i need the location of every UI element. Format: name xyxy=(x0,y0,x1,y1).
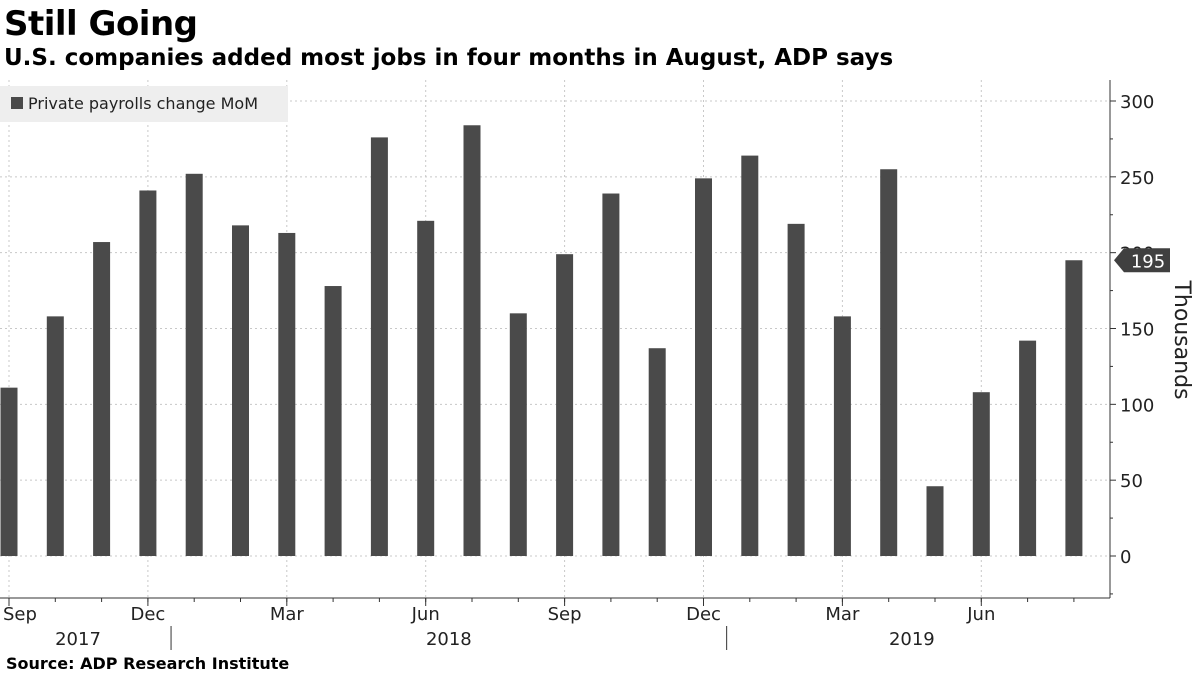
bar xyxy=(926,486,944,556)
x-tick-label: Mar xyxy=(270,604,305,625)
bar xyxy=(46,316,64,556)
year-label: 2019 xyxy=(889,629,935,650)
bar xyxy=(1019,340,1037,556)
chart-title: Still Going xyxy=(4,4,198,44)
legend-box xyxy=(0,86,288,122)
bar xyxy=(232,225,249,556)
bar xyxy=(1065,260,1083,556)
bar xyxy=(787,223,805,556)
year-label: 2018 xyxy=(426,629,472,650)
bar xyxy=(185,173,203,557)
bar xyxy=(417,220,435,557)
x-tick-label: Sep xyxy=(3,604,37,625)
y-tick-label: 250 xyxy=(1120,168,1154,189)
bar xyxy=(648,348,666,556)
bar xyxy=(93,242,111,557)
bar xyxy=(556,254,574,556)
bar xyxy=(880,169,898,556)
legend-swatch xyxy=(11,97,23,109)
bar xyxy=(278,232,296,556)
x-tick-label: Jun xyxy=(411,604,440,625)
bar xyxy=(602,193,620,556)
year-label: 2017 xyxy=(55,629,101,650)
x-tick-label: Sep xyxy=(548,604,582,625)
bar xyxy=(324,286,342,556)
y-tick-label: 300 xyxy=(1120,92,1154,113)
y-tick-label: 50 xyxy=(1120,471,1143,492)
bar xyxy=(972,392,990,556)
y-tick-label: 100 xyxy=(1120,395,1154,416)
legend-label: Private payrolls change MoM xyxy=(28,94,258,113)
bar xyxy=(833,316,851,556)
chart-subtitle: U.S. companies added most jobs in four m… xyxy=(4,45,894,71)
last-value-callout-label: 195 xyxy=(1131,251,1165,272)
x-tick-label: Dec xyxy=(130,604,165,625)
bar xyxy=(695,178,712,556)
bar xyxy=(0,387,18,556)
last-value-callout xyxy=(1114,248,1170,273)
x-tick-label: Jun xyxy=(966,604,995,625)
y-tick-label: 0 xyxy=(1120,547,1131,568)
bar xyxy=(370,137,388,556)
bar xyxy=(509,313,527,556)
x-tick-label: Dec xyxy=(686,604,721,625)
x-tick-label: Mar xyxy=(825,604,860,625)
chart-source: Source: ADP Research Institute xyxy=(6,654,290,673)
bar xyxy=(139,190,157,556)
y-axis-title: Thousands xyxy=(1169,279,1194,399)
y-tick-label: 150 xyxy=(1120,320,1154,341)
bar xyxy=(741,155,759,556)
bar xyxy=(463,125,481,557)
